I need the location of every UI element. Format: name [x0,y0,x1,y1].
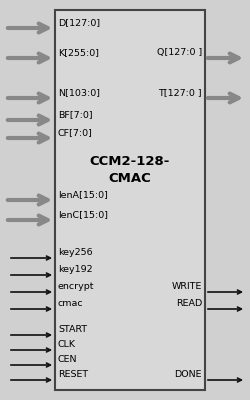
Text: RESET: RESET [58,370,88,379]
Text: encrypt: encrypt [58,282,94,291]
Text: BF[7:0]: BF[7:0] [58,110,92,119]
Text: START: START [58,325,87,334]
Text: CF[7:0]: CF[7:0] [58,128,92,137]
Text: key192: key192 [58,265,92,274]
Text: cmac: cmac [58,299,83,308]
Text: T[127:0 ]: T[127:0 ] [158,88,201,97]
Text: lenA[15:0]: lenA[15:0] [58,190,108,199]
Text: CLK: CLK [58,340,76,349]
Text: WRITE: WRITE [171,282,201,291]
Text: CEN: CEN [58,355,77,364]
Text: lenC[15:0]: lenC[15:0] [58,210,108,219]
Text: DONE: DONE [174,370,201,379]
Text: D[127:0]: D[127:0] [58,18,100,27]
Text: READ: READ [175,299,201,308]
Bar [55,10,204,390]
Text: CCM2-128-
CMAC: CCM2-128- CMAC [90,155,170,185]
Text: Q[127:0 ]: Q[127:0 ] [156,48,201,57]
Text: N[103:0]: N[103:0] [58,88,100,97]
Text: key256: key256 [58,248,92,257]
Text: K[255:0]: K[255:0] [58,48,98,57]
